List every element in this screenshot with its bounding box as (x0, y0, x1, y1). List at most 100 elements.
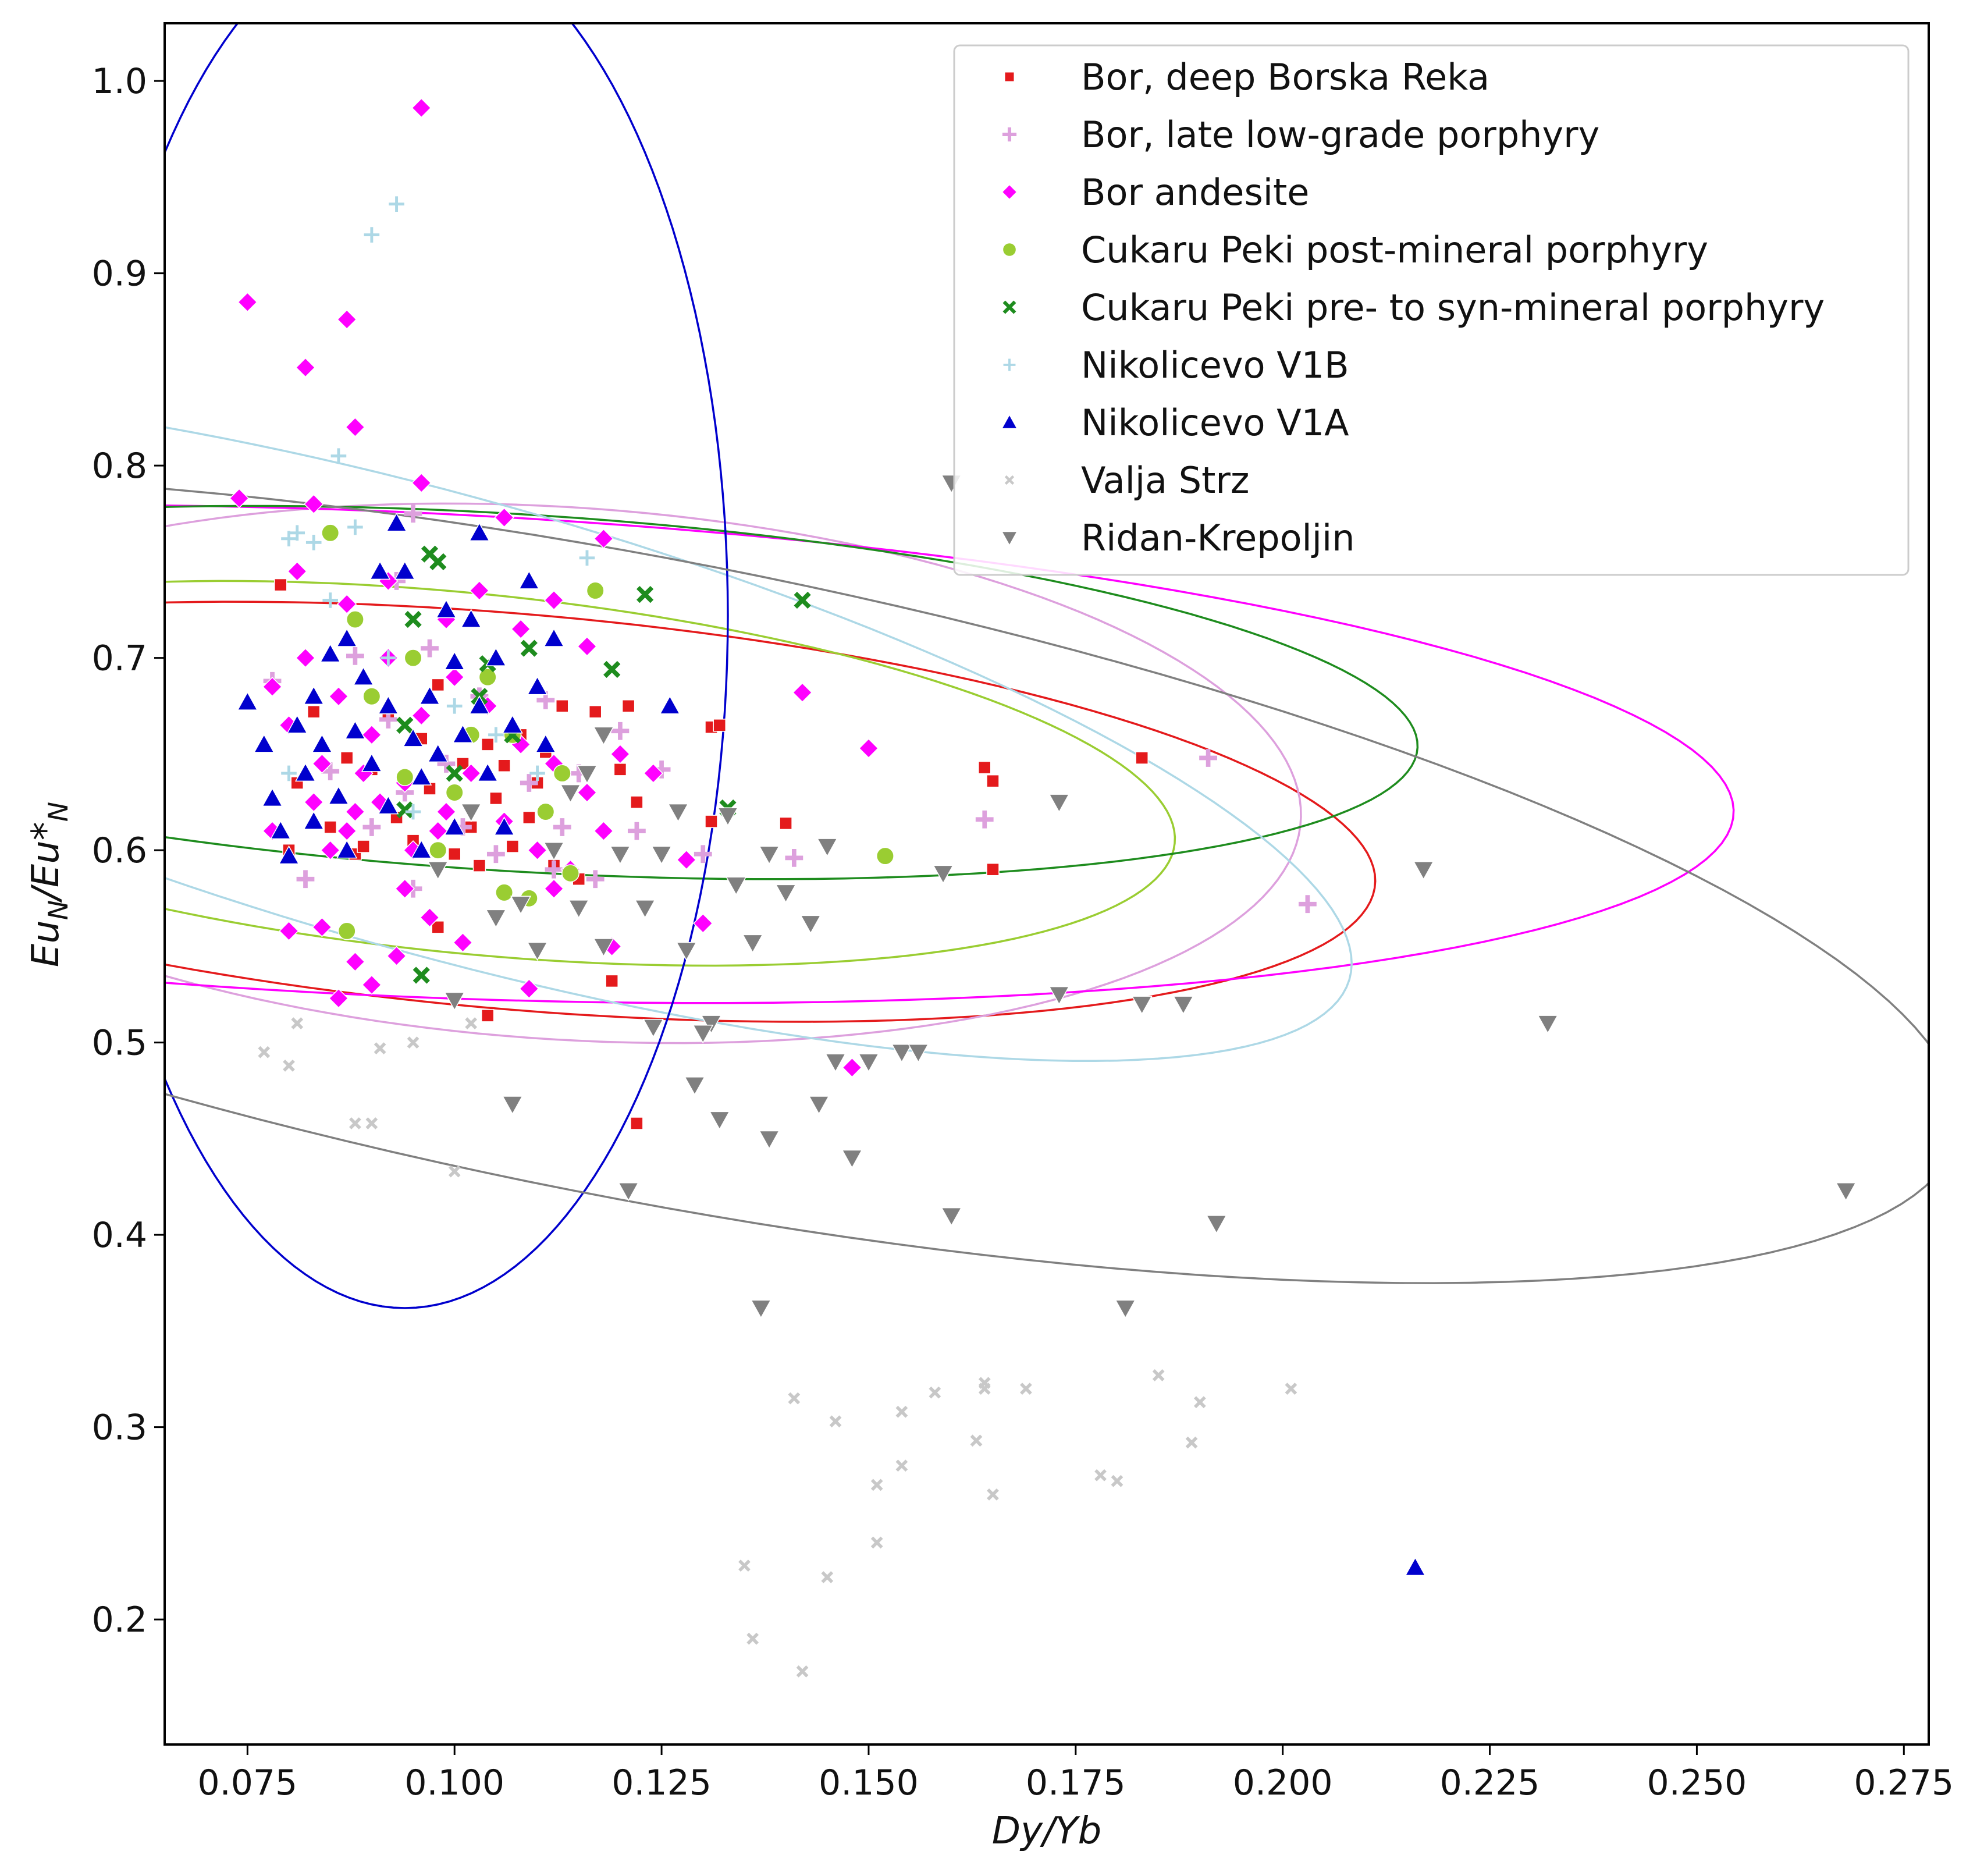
point-valja-strz (1020, 1383, 1032, 1395)
point-nikolicevo-v1b (529, 765, 545, 781)
point-cukaru-peki-post-mineral-porphyry (586, 581, 605, 600)
point-nikolicevo-v1a (460, 609, 482, 628)
legend-marker (1002, 127, 1017, 142)
point-valja-strz (929, 1386, 941, 1399)
point-cukaru-peki-post-mineral-porphyry (337, 922, 356, 940)
point-bor-andesite (320, 840, 340, 861)
point-bor-andesite (494, 507, 514, 528)
point-nikolicevo-v1b (364, 227, 380, 243)
legend-label: Bor, late low-grade porphyry (1081, 113, 1599, 156)
point-nikolicevo-v1a (303, 811, 325, 830)
point-ridan-krepoljin (709, 1111, 730, 1131)
point-bor-andesite (237, 292, 258, 312)
point-nikolicevo-v1b (488, 727, 504, 743)
point-valja-strz (407, 1036, 419, 1049)
point-nikolicevo-v1a (311, 734, 333, 753)
point-nikolicevo-v1a (253, 734, 275, 753)
point-bor-andesite (519, 978, 539, 999)
point-bor-andesite (593, 528, 614, 549)
point-ridan-krepoljin (593, 938, 614, 957)
ellipse-ridan-krepoljin (165, 488, 1929, 1284)
point-bor-andesite (394, 879, 415, 899)
point-bor-late-low-grade-porphyry (545, 860, 563, 879)
point-bor-late-low-grade-porphyry (586, 870, 605, 889)
point-valja-strz (895, 1405, 908, 1418)
point-bor-andesite (337, 309, 357, 330)
legend-label: Ridan-Krepoljin (1081, 517, 1355, 559)
point-valja-strz (1152, 1369, 1165, 1381)
point-bor-andesite (527, 840, 547, 861)
point-bor-andesite (287, 561, 307, 582)
point-valja-strz (746, 1632, 759, 1645)
x-axis: 0.075 0.100 0.125 0.150 0.175 0.200 0.225 0.250… (197, 1744, 1954, 1803)
point-nikolicevo-v1a (493, 816, 515, 836)
point-cukaru-peki-post-mineral-porphyry (561, 864, 579, 883)
point-nikolicevo-v1b (446, 698, 463, 714)
point-bor-deep-borska-reka (986, 862, 1000, 876)
point-ridan-krepoljin (1048, 986, 1070, 1005)
point-bor-deep-borska-reka (986, 774, 1000, 788)
point-nikolicevo-v1a (402, 728, 424, 747)
point-valja-strz (970, 1434, 983, 1447)
point-ridan-krepoljin (684, 1076, 706, 1096)
point-cukaru-peki-post-mineral-porphyry (362, 687, 381, 706)
point-bor-deep-borska-reka (630, 1117, 643, 1130)
point-bor-andesite (229, 488, 250, 509)
point-bor-deep-borska-reka (556, 699, 569, 713)
point-ridan-krepoljin (891, 1044, 912, 1063)
y-axis: 0.2 0.3 0.4 0.5 0.6 0.7 0.8 0.9 1.0 (92, 61, 165, 1640)
point-bor-andesite (337, 594, 357, 614)
point-bor-late-low-grade-porphyry (296, 870, 315, 889)
point-bor-deep-borska-reka (621, 699, 635, 713)
point-bor-andesite (411, 472, 432, 493)
point-nikolicevo-v1a (319, 643, 341, 663)
point-nikolicevo-v1a (286, 714, 308, 734)
point-ridan-krepoljin (800, 915, 822, 935)
point-bor-andesite (279, 921, 299, 941)
point-cukaru-peki-post-mineral-porphyry (429, 841, 447, 859)
point-ridan-krepoljin (485, 909, 507, 929)
point-nikolicevo-v1a (336, 628, 358, 647)
point-ridan-krepoljin (1048, 794, 1070, 813)
point-ridan-krepoljin (750, 1299, 771, 1319)
point-nikolicevo-v1a (386, 512, 407, 532)
legend-label: Valja Strz (1081, 459, 1249, 502)
point-bor-andesite (295, 648, 316, 668)
point-valja-strz (365, 1117, 378, 1129)
legend-box (953, 44, 1910, 576)
legend-marker (1001, 531, 1018, 546)
point-bor-late-low-grade-porphyry (553, 818, 571, 836)
point-valja-strz (291, 1017, 304, 1029)
point-valja-strz (283, 1059, 295, 1072)
point-bor-andesite (543, 590, 564, 610)
point-nikolicevo-v1b (347, 519, 363, 535)
point-bor-late-low-grade-porphyry (437, 755, 456, 773)
point-ridan-krepoljin (560, 784, 581, 804)
point-bor-andesite (577, 636, 598, 656)
y-tick-label: 0.5 (92, 1023, 147, 1064)
point-nikolicevo-v1b (330, 448, 347, 464)
point-bor-late-low-grade-porphyry (785, 848, 803, 867)
ellipse-bor-andesite (165, 504, 1735, 1004)
point-nikolicevo-v1a (378, 795, 399, 815)
point-nikolicevo-v1a (394, 560, 415, 580)
point-bor-andesite (312, 754, 332, 774)
point-valja-strz (448, 1165, 461, 1178)
point-bor-andesite (842, 1057, 862, 1078)
legend-marker (1002, 300, 1016, 314)
point-nikolicevo-v1b (305, 535, 322, 550)
point-valja-strz (821, 1571, 834, 1583)
point-cukaru-peki-post-mineral-porphyry (404, 649, 422, 667)
point-nikolicevo-v1b (405, 804, 421, 820)
point-bor-late-low-grade-porphyry (520, 774, 538, 792)
y-tick-label: 0.4 (92, 1215, 147, 1256)
point-bor-late-low-grade-porphyry (321, 762, 340, 781)
point-nikolicevo-v1a (378, 695, 399, 715)
point-nikolicevo-v1a (411, 766, 432, 786)
point-cukaru-peki-post-mineral-porphyry (321, 524, 340, 542)
point-nikolicevo-v1a (468, 522, 490, 542)
point-ridan-krepoljin (634, 900, 656, 919)
point-nikolicevo-v1a (270, 820, 291, 840)
point-cukaru-peki-pre-to-syn-mineral-porphyry (429, 553, 447, 571)
point-bor-andesite (593, 820, 614, 841)
